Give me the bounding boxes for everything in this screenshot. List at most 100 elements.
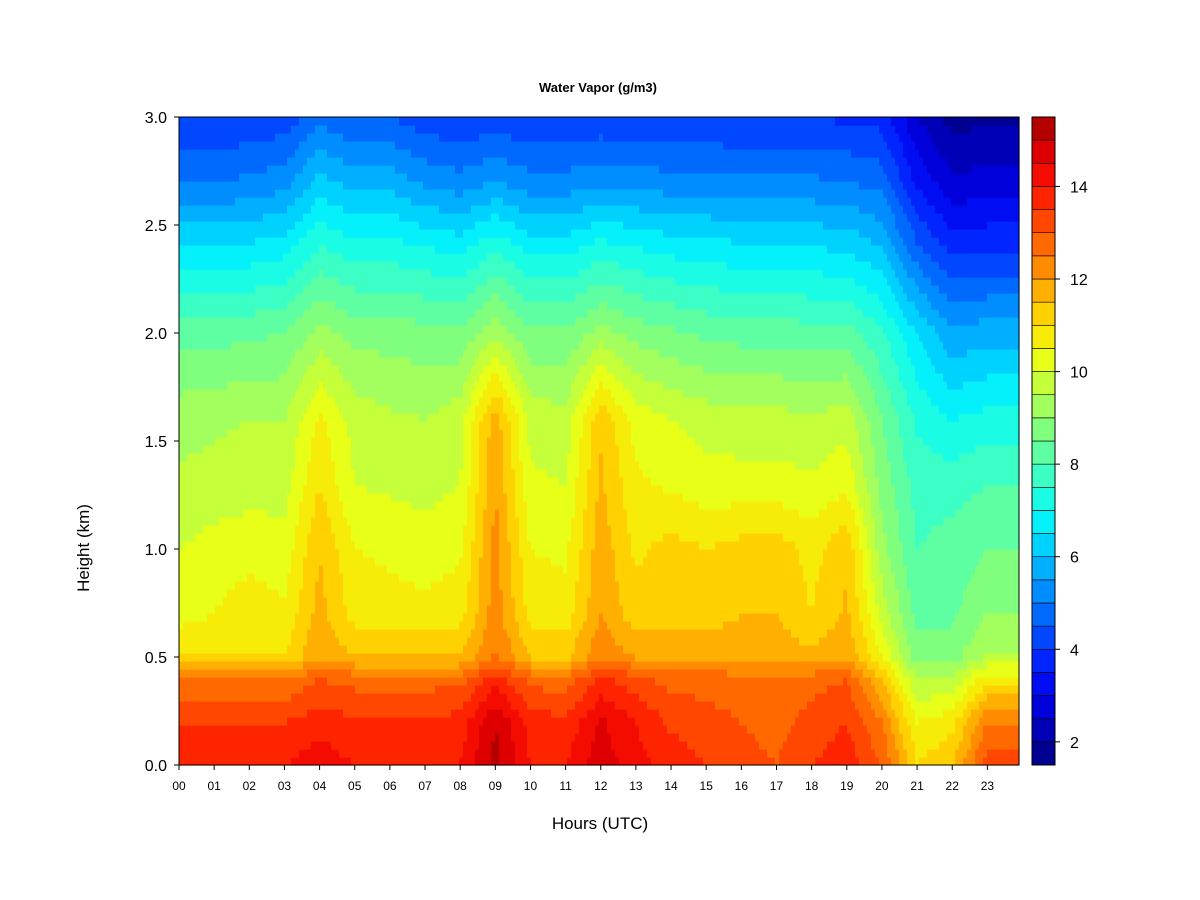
heatmap-cell — [383, 157, 388, 166]
heatmap-cell — [195, 557, 200, 566]
heatmap-cell — [411, 453, 416, 462]
heatmap-cell — [351, 261, 356, 270]
heatmap-cell — [271, 429, 276, 438]
heatmap-cell — [291, 405, 296, 414]
heatmap-cell — [399, 365, 404, 374]
heatmap-cell — [235, 637, 240, 646]
heatmap-cell — [251, 549, 256, 558]
heatmap-cell — [395, 541, 400, 550]
heatmap-cell — [351, 373, 356, 382]
heatmap-cell — [323, 613, 328, 622]
heatmap-cell — [199, 613, 204, 622]
heatmap-cell — [279, 669, 284, 678]
heatmap-cell — [287, 557, 292, 566]
heatmap-cell — [219, 757, 224, 766]
heatmap-cell — [235, 397, 240, 406]
heatmap-cell — [259, 749, 264, 758]
heatmap-cell — [403, 589, 408, 598]
heatmap-cell — [383, 117, 388, 126]
heatmap-cell — [183, 261, 188, 270]
heatmap-cell — [231, 293, 236, 302]
heatmap-cell — [199, 597, 204, 606]
heatmap-cell — [343, 173, 348, 182]
heatmap-cell — [183, 181, 188, 190]
heatmap-cell — [407, 581, 412, 590]
heatmap-cell — [315, 605, 320, 614]
heatmap-cell — [287, 149, 292, 158]
heatmap-cell — [227, 533, 232, 542]
heatmap-cell — [251, 301, 256, 310]
heatmap-cell — [423, 581, 428, 590]
heatmap-cell — [323, 517, 328, 526]
heatmap-cell — [387, 469, 392, 478]
heatmap-cell — [287, 749, 292, 758]
heatmap-cell — [223, 413, 228, 422]
heatmap-cell — [187, 573, 192, 582]
heatmap-cell — [271, 293, 276, 302]
heatmap-cell — [211, 637, 216, 646]
heatmap-cell — [403, 165, 408, 174]
heatmap-cell — [219, 389, 224, 398]
heatmap-cell — [251, 405, 256, 414]
heatmap-cell — [239, 717, 244, 726]
heatmap-cell — [379, 445, 384, 454]
heatmap-cell — [211, 333, 216, 342]
heatmap-cell — [267, 229, 272, 238]
heatmap-cell — [423, 485, 428, 494]
heatmap-cell — [211, 309, 216, 318]
heatmap-cell — [275, 685, 280, 694]
heatmap-cell — [259, 429, 264, 438]
heatmap-cell — [371, 501, 376, 510]
heatmap-cell — [207, 493, 212, 502]
heatmap-cell — [311, 205, 316, 214]
heatmap-cell — [319, 453, 324, 462]
heatmap-cell — [295, 437, 300, 446]
heatmap-cell — [351, 709, 356, 718]
heatmap-cell — [267, 661, 272, 670]
heatmap-cell — [351, 749, 356, 758]
heatmap-cell — [407, 565, 412, 574]
heatmap-cell — [343, 661, 348, 670]
heatmap-cell — [379, 365, 384, 374]
heatmap-cell — [295, 701, 300, 710]
heatmap-cell — [303, 389, 308, 398]
heatmap-cell — [327, 533, 332, 542]
heatmap-cell — [259, 493, 264, 502]
heatmap-cell — [399, 477, 404, 486]
heatmap-cell — [343, 517, 348, 526]
heatmap-cell — [391, 261, 396, 270]
heatmap-cell — [287, 117, 292, 126]
heatmap-cell — [239, 597, 244, 606]
heatmap-cell — [367, 277, 372, 286]
heatmap-cell — [191, 477, 196, 486]
heatmap-cell — [383, 293, 388, 302]
heatmap-cell — [387, 325, 392, 334]
heatmap-cell — [411, 493, 416, 502]
heatmap-cell — [295, 557, 300, 566]
heatmap-cell — [375, 661, 380, 670]
heatmap-cell — [331, 125, 336, 134]
heatmap-cell — [211, 389, 216, 398]
heatmap-cell — [211, 445, 216, 454]
heatmap-cell — [371, 645, 376, 654]
heatmap-cell — [215, 637, 220, 646]
heatmap-cell — [263, 685, 268, 694]
heatmap-cell — [395, 629, 400, 638]
heatmap-cell — [323, 605, 328, 614]
heatmap-cell — [187, 357, 192, 366]
heatmap-cell — [251, 693, 256, 702]
heatmap-cell — [199, 501, 204, 510]
heatmap-cell — [211, 181, 216, 190]
heatmap-cell — [407, 309, 412, 318]
heatmap-cell — [207, 341, 212, 350]
heatmap-cell — [379, 429, 384, 438]
heatmap-cell — [179, 549, 184, 558]
heatmap-cell — [251, 653, 256, 662]
heatmap-cell — [299, 189, 304, 198]
heatmap-cell — [203, 389, 208, 398]
heatmap-cell — [303, 365, 308, 374]
heatmap-cell — [251, 677, 256, 686]
heatmap-cell — [335, 501, 340, 510]
heatmap-cell — [223, 741, 228, 750]
heatmap-cell — [291, 533, 296, 542]
